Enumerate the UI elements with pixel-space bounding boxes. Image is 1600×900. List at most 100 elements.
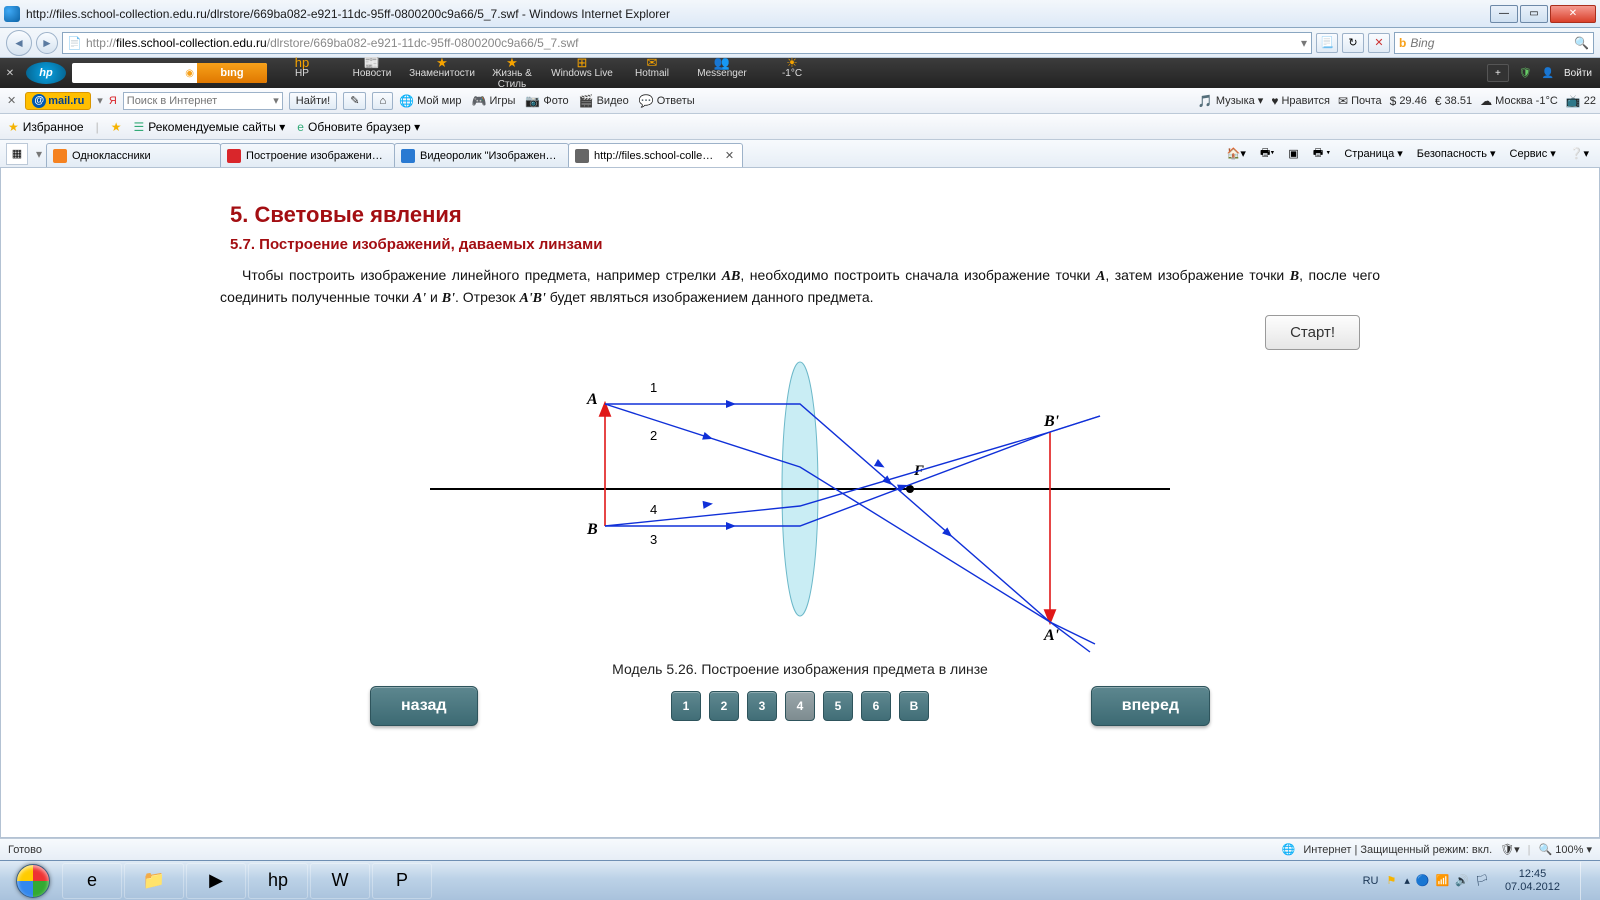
page-number-button[interactable]: 3 [747,691,777,721]
window-title: http://files.school-collection.edu.ru/dl… [26,7,1490,21]
cmd-icon: 🏠▾ [1227,147,1246,160]
action-center-icon[interactable]: ⚑ [1386,874,1396,887]
mailru-search-input[interactable] [127,95,273,107]
hp-item[interactable]: ✉Hotmail [617,57,687,90]
hp-item[interactable]: ☀-1°C [757,57,827,90]
hp-item[interactable]: 📰Новости [337,57,407,90]
mailru-logo[interactable]: @mail.ru [25,92,91,110]
tray-icon[interactable]: 🔵 [1416,874,1430,887]
mailru-status-item[interactable]: ☁Москва -1°C [1480,94,1558,108]
tray-icon[interactable]: 🏳 [1475,874,1489,887]
mailru-link[interactable]: 🎬Видео [579,94,629,108]
command-bar-item[interactable]: Страница ▾ [1339,145,1407,162]
browser-search-input[interactable] [1410,36,1570,50]
hp-login[interactable]: Войти [1564,68,1592,79]
next-button[interactable]: вперед [1091,686,1210,726]
page-number-button[interactable]: 4 [785,691,815,721]
hp-search-bing-button[interactable]: bıng [197,63,267,83]
taskbar-app-button[interactable]: 📁 [124,863,184,899]
mailru-link-icon: 🎬 [579,94,594,108]
favorites-item[interactable]: eОбновите браузер ▾ [297,120,420,134]
close-button[interactable]: ✕ [1550,5,1596,23]
hp-toolbar-close[interactable]: ✕ [0,68,20,79]
mailru-link[interactable]: 🌐Мой мир [399,94,461,108]
hp-item-label: Новости [353,68,392,79]
bing-icon: ◉ [182,68,197,79]
page-number-button[interactable]: 2 [709,691,739,721]
mailru-status-item[interactable]: ♥Нравится [1271,94,1330,108]
mailru-link[interactable]: 🎮Игры [472,94,516,108]
zoom-control[interactable]: 🔍 100% ▾ [1539,843,1592,856]
hp-search[interactable]: ◉ bıng [72,63,267,83]
taskbar-clock[interactable]: 12:4507.04.2012 [1497,868,1568,894]
back-button[interactable]: ◄ [6,30,32,56]
hp-item[interactable]: hpHP [267,57,337,90]
mailru-close[interactable]: ✕ [4,94,19,107]
command-bar-item[interactable]: 🏠▾ [1222,145,1251,162]
mailru-status-item[interactable]: €38.51 [1435,94,1472,108]
favorites-item[interactable]: ☰Рекомендуемые сайты ▾ [133,120,285,134]
mailru-find-button[interactable]: Найти! [289,92,337,110]
search-go-icon[interactable]: 🔍 [1574,36,1589,50]
page-number-button[interactable]: 6 [861,691,891,721]
start-button[interactable]: Старт! [1265,315,1360,350]
browser-search[interactable]: b 🔍 [1394,32,1594,54]
command-bar-item[interactable]: 🖶▾ [1255,142,1279,165]
mailru-edit-button[interactable]: ✎ [343,92,366,110]
refresh-button[interactable]: ↻ [1342,33,1364,53]
hp-item[interactable]: 👥Messenger [687,57,757,90]
command-bar-item[interactable]: 🖶 ▾ [1308,142,1336,165]
shield-icon[interactable]: 🛡 [1519,68,1532,79]
prev-button[interactable]: назад [370,686,478,726]
hp-item[interactable]: ★Знаменитости [407,57,477,90]
address-bar[interactable]: 📄 http://files.school-collection.edu.ru/… [62,32,1312,54]
page-number-button[interactable]: 1 [671,691,701,721]
tab-favicon [401,149,415,163]
taskbar-app-button[interactable]: e [62,863,122,899]
command-bar-item[interactable]: Сервис ▾ [1505,145,1561,162]
lang-indicator[interactable]: RU [1363,875,1379,887]
command-bar-item[interactable]: ❔▾ [1565,145,1594,162]
hp-item[interactable]: ⊞Windows Live [547,57,617,90]
stop-button[interactable]: ✕ [1368,33,1390,53]
start-button-win[interactable] [6,863,60,899]
mailru-status-item[interactable]: 📺22 [1566,94,1596,108]
command-bar-item[interactable]: Безопасность ▾ [1412,145,1501,162]
taskbar-app-button[interactable]: hp [248,863,308,899]
mailru-link[interactable]: 📷Фото [525,94,568,108]
forward-button[interactable]: ► [36,32,58,54]
compat-button[interactable]: 📃 [1316,33,1338,53]
tray-icon[interactable]: 📶 [1436,874,1450,887]
page-number-button[interactable]: 5 [823,691,853,721]
mailru-status-item[interactable]: $29.46 [1390,94,1427,108]
quick-tabs-button[interactable]: ▦ [6,143,28,165]
browser-tab[interactable]: Одноклассники [46,143,221,167]
taskbar-app-button[interactable]: P [372,863,432,899]
addr-dropdown-icon[interactable]: ▾ [1301,36,1307,50]
browser-tab[interactable]: Построение изображени… [220,143,395,167]
hp-item[interactable]: ★Жизнь & Стиль [477,57,547,90]
mailru-status-item[interactable]: ✉Почта [1338,94,1382,108]
browser-tab[interactable]: http://files.school-colle…✕ [568,143,743,167]
show-desktop-button[interactable] [1580,862,1594,900]
browser-tab[interactable]: Видеоролик "Изображен… [394,143,569,167]
minimize-button[interactable]: — [1490,5,1518,23]
mailru-home-button[interactable]: ⌂ [372,92,393,110]
tray-icon[interactable]: ▴ [1404,874,1410,887]
mailru-link[interactable]: 💬Ответы [639,94,695,108]
protected-mode-icon[interactable]: 🛡▾ [1500,843,1520,856]
taskbar-app-button[interactable]: W [310,863,370,899]
hp-logo-icon[interactable]: hp [26,62,66,84]
mailru-link-icon: 🌐 [399,94,414,108]
page-number-button[interactable]: В [899,691,929,721]
taskbar-app-button[interactable]: ▶ [186,863,246,899]
maximize-button[interactable]: ▭ [1520,5,1548,23]
mailru-status-item[interactable]: 🎵Музыка ▾ [1198,94,1263,108]
mailru-search[interactable]: ▾ [123,92,283,110]
favorites-add[interactable]: ★ [111,120,122,134]
command-bar-item[interactable]: ▣ [1283,145,1303,162]
tab-close-icon[interactable]: ✕ [723,149,736,162]
favorites-button[interactable]: ★Избранное [8,120,84,134]
tray-icon[interactable]: 🔊 [1455,874,1469,887]
hp-add-button[interactable]: + [1487,64,1509,82]
